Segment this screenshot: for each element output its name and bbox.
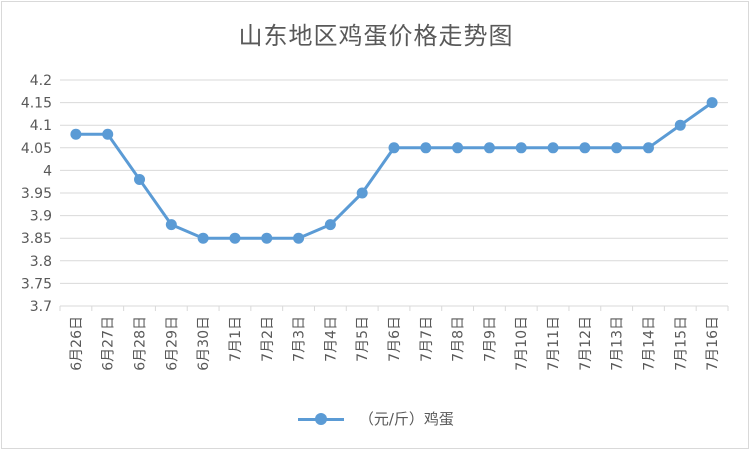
legend-label: （元/斤）鸡蛋 (358, 410, 454, 428)
data-point (515, 142, 527, 154)
y-tick-label: 3.95 (21, 186, 52, 202)
y-tick-label: 4 (43, 163, 52, 179)
y-axis-ticks: 3.7 3.75 3.8 3.85 3.9 3.95 4 4.05 4.1 4.15 4.2 (21, 73, 52, 315)
data-point (165, 219, 177, 231)
data-point (483, 142, 495, 154)
x-tick-label: 7月10日 (514, 316, 530, 371)
data-point (388, 142, 400, 154)
x-tick-label: 7月13日 (610, 316, 626, 371)
x-tick-label: 6月26日 (69, 316, 85, 371)
legend-line-marker (298, 412, 345, 425)
data-point (102, 128, 114, 140)
data-point (579, 142, 591, 154)
y-tick-label: 4.15 (21, 96, 52, 112)
y-tick-label: 4.2 (30, 73, 52, 89)
data-point (611, 142, 623, 154)
y-tick-label: 3.85 (21, 231, 52, 247)
y-tick-label: 3.9 (30, 209, 52, 225)
x-tick-label: 7月1日 (228, 316, 244, 362)
data-point (642, 142, 654, 154)
data-point (324, 219, 336, 231)
data-point (547, 142, 559, 154)
x-axis-ticks: 6月26日 6月27日 6月28日 6月29日 6月30日 7月1日 7月2日 7月3日 7月4… (59, 306, 729, 371)
x-tick-label: 6月28日 (133, 316, 149, 371)
x-tick-label: 7月7日 (419, 316, 435, 362)
x-tick-label: 7月3日 (292, 316, 308, 362)
data-point (197, 232, 209, 244)
x-tick-label: 6月27日 (101, 316, 117, 371)
x-tick-label: 7月6日 (387, 316, 403, 362)
y-tick-label: 3.8 (30, 254, 52, 270)
x-tick-label: 7月8日 (451, 316, 467, 362)
y-tick-label: 3.7 (30, 299, 52, 315)
legend: （元/斤）鸡蛋 (0, 408, 752, 429)
data-point (134, 173, 146, 185)
data-point (293, 232, 305, 244)
data-point (261, 232, 273, 244)
x-tick-label: 7月12日 (578, 316, 594, 371)
chart-title: 山东地区鸡蛋价格走势图 (238, 22, 514, 50)
x-tick-label: 7月2日 (260, 316, 276, 362)
x-tick-label: 7月4日 (323, 316, 339, 362)
x-tick-label: 7月14日 (641, 316, 657, 371)
x-tick-label: 6月30日 (196, 316, 212, 371)
y-tick-label: 3.75 (21, 276, 52, 292)
x-tick-label: 7月16日 (705, 316, 721, 371)
data-point (674, 119, 686, 131)
x-tick-label: 7月9日 (482, 316, 498, 362)
series-group (70, 97, 718, 244)
data-point (356, 187, 368, 199)
data-point (706, 97, 718, 109)
data-point (70, 128, 82, 140)
y-tick-label: 4.05 (21, 141, 52, 157)
data-point (452, 142, 464, 154)
x-tick-label: 7月15日 (673, 316, 689, 371)
gridlines (60, 79, 728, 307)
y-tick-label: 4.1 (30, 118, 52, 134)
x-tick-label: 6月29日 (164, 316, 180, 371)
data-point (420, 142, 432, 154)
x-tick-label: 7月11日 (546, 316, 562, 371)
data-point (229, 232, 241, 244)
x-tick-label: 7月5日 (355, 316, 371, 362)
